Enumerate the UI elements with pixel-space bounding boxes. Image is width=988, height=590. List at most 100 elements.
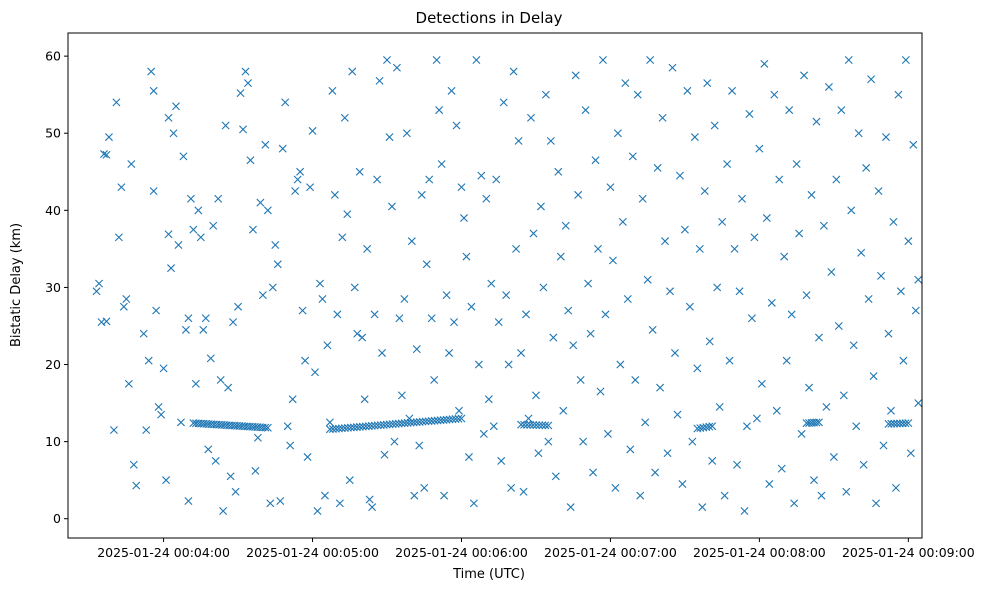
x-tick-label: 2025-01-24 00:05:00 — [246, 545, 379, 560]
data-point — [591, 156, 600, 165]
data-point — [427, 314, 436, 323]
data-point — [489, 422, 498, 431]
data-point — [462, 252, 471, 261]
data-point — [522, 310, 531, 319]
data-point — [723, 160, 732, 169]
data-point — [256, 198, 265, 207]
track-point — [812, 418, 821, 427]
data-point — [862, 163, 871, 172]
data-point — [152, 306, 161, 315]
track-point — [535, 421, 544, 430]
data-point — [477, 171, 486, 180]
data-point — [571, 71, 580, 80]
data-point — [497, 456, 506, 465]
data-point — [243, 79, 252, 88]
data-point — [710, 121, 719, 130]
data-point — [747, 314, 756, 323]
data-point — [728, 86, 737, 95]
data-point — [847, 206, 856, 215]
data-point — [291, 187, 300, 196]
data-point — [581, 106, 590, 115]
data-point — [864, 295, 873, 303]
data-point — [589, 468, 598, 477]
data-point — [561, 221, 570, 230]
data-point — [196, 233, 205, 242]
data-point — [459, 214, 468, 223]
data-point — [229, 318, 238, 327]
data-point — [546, 136, 555, 145]
data-point — [576, 375, 585, 384]
track-point — [517, 420, 526, 429]
data-point — [298, 306, 307, 315]
data-point — [415, 441, 424, 450]
data-point — [315, 279, 324, 288]
data-point — [792, 160, 801, 169]
data-point — [430, 375, 439, 384]
data-point — [154, 402, 163, 411]
data-point — [283, 422, 292, 431]
data-point — [172, 102, 180, 111]
data-point — [750, 233, 759, 242]
data-point — [780, 252, 789, 261]
data-point — [519, 487, 528, 496]
data-point — [320, 491, 329, 500]
data-point — [194, 206, 203, 215]
track-point — [901, 419, 910, 428]
data-point — [886, 406, 895, 415]
data-point — [129, 460, 138, 469]
data-point — [149, 187, 158, 196]
y-axis-label: Bistatic Delay (km) — [9, 223, 24, 347]
data-point — [527, 113, 535, 122]
data-point — [698, 503, 707, 512]
data-point — [703, 79, 712, 88]
data-point — [680, 225, 689, 234]
track-point — [532, 421, 541, 430]
data-point — [253, 433, 262, 442]
data-point — [474, 360, 483, 369]
data-point — [653, 163, 662, 172]
track-point — [457, 414, 466, 423]
data-point — [834, 321, 843, 330]
data-point — [487, 279, 496, 288]
track-point — [708, 422, 717, 431]
data-point — [176, 418, 185, 427]
data-point — [805, 383, 814, 392]
y-tick-label: 30 — [45, 280, 61, 295]
data-point — [313, 507, 322, 516]
data-point — [365, 495, 374, 504]
data-point — [127, 160, 136, 169]
data-point — [586, 329, 595, 338]
data-point — [606, 183, 615, 192]
data-point — [752, 414, 761, 423]
data-point — [733, 460, 742, 469]
data-point — [651, 468, 660, 477]
data-point — [117, 183, 126, 192]
data-point — [224, 383, 233, 392]
data-point — [345, 476, 354, 485]
data-point — [844, 55, 853, 64]
data-point — [221, 121, 230, 130]
data-point — [258, 291, 267, 300]
data-point — [534, 449, 543, 458]
data-point — [594, 244, 603, 253]
data-point — [400, 295, 409, 303]
data-point — [814, 333, 823, 342]
data-point — [618, 217, 627, 226]
data-point — [914, 399, 923, 408]
data-point — [328, 86, 337, 95]
data-point — [738, 194, 747, 203]
data-point — [380, 450, 389, 459]
data-point — [142, 426, 151, 435]
data-point — [390, 437, 399, 446]
data-point — [216, 375, 225, 384]
data-point — [383, 55, 391, 64]
data-point — [363, 244, 372, 253]
data-point — [286, 441, 295, 450]
data-point — [661, 237, 670, 246]
data-point — [102, 150, 111, 159]
data-point — [494, 318, 503, 327]
data-point — [678, 480, 687, 489]
data-point — [455, 406, 463, 415]
data-point — [204, 445, 213, 454]
